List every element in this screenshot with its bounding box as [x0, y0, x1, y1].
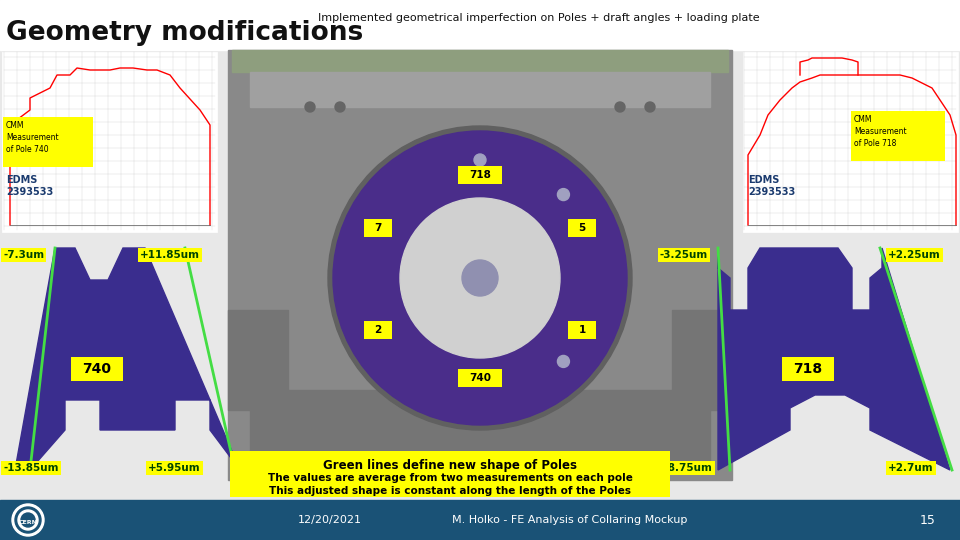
FancyBboxPatch shape — [851, 111, 945, 161]
Text: CERN: CERN — [18, 521, 37, 525]
FancyBboxPatch shape — [71, 357, 123, 381]
Bar — [250, 72, 710, 107]
Text: CMM
Measurement
of Pole 740: CMM Measurement of Pole 740 — [6, 121, 59, 153]
Bar — [228, 50, 732, 480]
FancyBboxPatch shape — [3, 117, 93, 167]
Text: 718: 718 — [793, 362, 823, 376]
Circle shape — [474, 154, 486, 166]
Bar — [232, 50, 728, 72]
Bar — [228, 310, 288, 410]
Text: -13.85um: -13.85um — [3, 463, 59, 473]
Text: 5: 5 — [578, 223, 586, 233]
Text: Implemented geometrical imperfection on Poles + draft angles + loading plate: Implemented geometrical imperfection on … — [318, 13, 759, 23]
Text: +5.95um: +5.95um — [148, 463, 201, 473]
Text: 740: 740 — [469, 373, 491, 383]
Text: 2: 2 — [374, 325, 382, 335]
FancyBboxPatch shape — [458, 369, 502, 387]
Text: Green lines define new shape of Poles: Green lines define new shape of Poles — [323, 459, 577, 472]
Bar — [0, 500, 960, 540]
Circle shape — [328, 126, 632, 430]
Circle shape — [400, 198, 560, 358]
Text: The values are average from two measurements on each pole: The values are average from two measurem… — [268, 473, 633, 483]
Polygon shape — [15, 248, 240, 470]
Circle shape — [335, 102, 345, 112]
Text: Geometry modifications: Geometry modifications — [6, 20, 363, 46]
Text: 718: 718 — [469, 170, 491, 180]
Bar — [743, 52, 958, 232]
Circle shape — [558, 188, 569, 200]
Circle shape — [333, 131, 627, 425]
Bar — [672, 310, 732, 410]
Text: EDMS
2393533: EDMS 2393533 — [748, 175, 795, 198]
FancyBboxPatch shape — [458, 166, 502, 184]
FancyBboxPatch shape — [364, 219, 392, 237]
Text: CMM
Measurement
of Pole 718: CMM Measurement of Pole 718 — [854, 115, 906, 147]
Text: -7.3um: -7.3um — [3, 250, 44, 260]
Bar — [250, 390, 710, 470]
Circle shape — [21, 513, 35, 527]
Text: M. Holko - FE Analysis of Collaring Mockup: M. Holko - FE Analysis of Collaring Mock… — [452, 515, 687, 525]
Circle shape — [645, 102, 655, 112]
Text: 12/20/2021: 12/20/2021 — [298, 515, 362, 525]
Circle shape — [615, 102, 625, 112]
Circle shape — [18, 510, 38, 530]
Text: -3.25um: -3.25um — [660, 250, 708, 260]
Text: +11.85um: +11.85um — [140, 250, 200, 260]
Text: +8.75um: +8.75um — [660, 463, 713, 473]
Text: This adjusted shape is constant along the length of the Poles: This adjusted shape is constant along th… — [269, 486, 631, 496]
Text: EDMS
2393533: EDMS 2393533 — [6, 175, 53, 198]
FancyBboxPatch shape — [568, 321, 596, 339]
Circle shape — [15, 507, 41, 533]
Bar — [0, 0, 960, 50]
Polygon shape — [718, 248, 950, 470]
FancyBboxPatch shape — [782, 357, 834, 381]
FancyBboxPatch shape — [364, 321, 392, 339]
Text: 15: 15 — [920, 514, 936, 526]
Circle shape — [462, 260, 498, 296]
Text: +2.7um: +2.7um — [888, 463, 934, 473]
Text: 7: 7 — [374, 223, 382, 233]
Circle shape — [12, 504, 44, 536]
Text: 740: 740 — [83, 362, 111, 376]
FancyBboxPatch shape — [568, 219, 596, 237]
Circle shape — [305, 102, 315, 112]
FancyBboxPatch shape — [230, 451, 670, 497]
Circle shape — [558, 355, 569, 367]
Bar — [2, 52, 217, 232]
Text: +2.25um: +2.25um — [888, 250, 941, 260]
Text: 1: 1 — [578, 325, 586, 335]
